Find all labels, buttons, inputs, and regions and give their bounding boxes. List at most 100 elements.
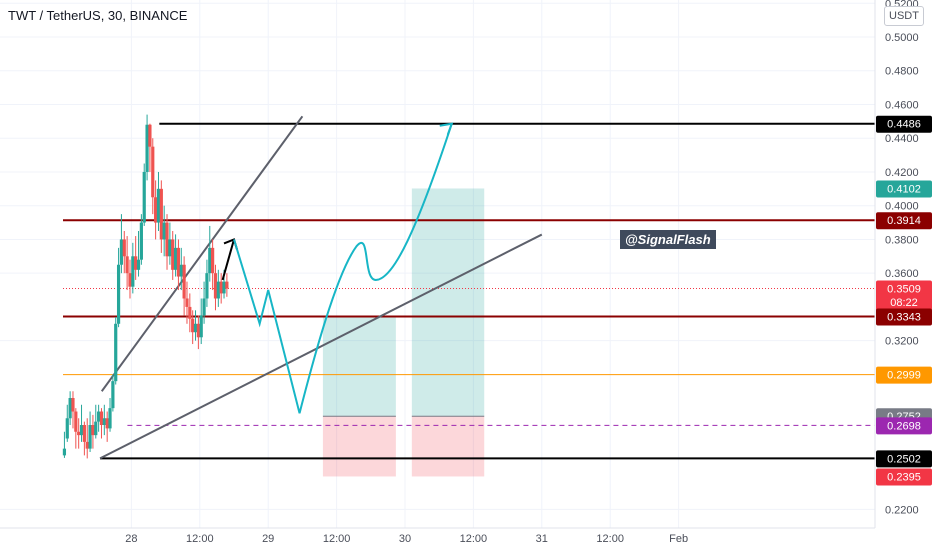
price-badge-label: 0.2502 <box>887 453 921 465</box>
candle-body <box>171 239 175 270</box>
price-tick-label: 0.5000 <box>885 32 919 44</box>
candle-body <box>165 222 169 257</box>
candle-body <box>188 306 192 319</box>
candle-body <box>185 298 189 307</box>
candle-body <box>114 323 118 382</box>
candle-body <box>131 256 135 287</box>
candle-body <box>88 425 92 449</box>
price-badge <box>876 417 932 435</box>
price-badge-label: 08:22 <box>890 297 918 309</box>
candle-body <box>108 408 112 429</box>
time-tick-label: 31 <box>536 533 548 545</box>
price-badge <box>876 450 932 468</box>
candle-body <box>82 425 86 442</box>
candle-body <box>71 398 75 412</box>
price-badge <box>876 366 932 384</box>
time-tick-label: 12:00 <box>596 533 624 545</box>
position-zones <box>322 188 485 477</box>
candle-body <box>102 418 106 426</box>
price-tick-label: 0.3600 <box>885 268 919 280</box>
target-zone <box>411 188 485 417</box>
candle-body <box>159 188 163 240</box>
candle-body <box>74 411 78 432</box>
candle-body <box>119 239 124 265</box>
projection-path-line <box>233 123 453 414</box>
candle-body <box>139 222 143 260</box>
horizontal-levels <box>63 122 875 460</box>
candle-body <box>125 256 129 274</box>
candle-body <box>136 259 141 270</box>
price-tick-label: 0.2200 <box>885 504 919 516</box>
price-tick-label: 0.4400 <box>885 133 919 145</box>
candle-body <box>154 197 158 223</box>
price-tick-label: 0.3800 <box>885 234 919 246</box>
candle-body <box>94 421 98 436</box>
trendline <box>99 233 543 460</box>
candle-body <box>219 281 223 294</box>
price-tick-label: 0.3200 <box>885 336 919 348</box>
candlestick-series <box>62 114 229 459</box>
candle-body <box>162 222 166 240</box>
price-tick-label: 0.4800 <box>885 66 919 78</box>
candle-body <box>196 323 200 338</box>
currency-button[interactable]: USDT <box>884 6 924 26</box>
candle-body <box>116 264 121 324</box>
stop-zone <box>411 416 485 477</box>
time-tick-label: 29 <box>262 533 274 545</box>
candle-body <box>202 298 206 316</box>
price-badge-label: 0.2999 <box>887 370 921 382</box>
price-tick-label: 0.5200 <box>885 0 919 10</box>
price-badge <box>876 180 932 198</box>
candle-body <box>97 411 101 422</box>
candle-body <box>85 441 89 449</box>
candle-body <box>148 124 152 147</box>
candle-body <box>225 281 229 289</box>
candle-body <box>193 323 198 333</box>
price-badge-label: 0.2395 <box>887 471 921 483</box>
trendlines <box>99 115 543 460</box>
candle-body <box>168 239 172 257</box>
candle-body <box>145 124 149 172</box>
candle-body <box>68 398 72 419</box>
price-badge-label: 0.3914 <box>887 215 921 227</box>
price-badge <box>876 280 932 298</box>
candle-body <box>179 264 183 277</box>
candle-body <box>182 264 186 299</box>
candle-body <box>128 273 132 287</box>
time-tick-label: 12:00 <box>323 533 351 545</box>
time-tick-label: 28 <box>125 533 137 545</box>
price-badge <box>876 308 932 326</box>
candle-body <box>134 256 138 270</box>
watermark-label: @SignalFlash <box>620 230 716 249</box>
time-axis[interactable]: 28 12:00 29 12:00 30 12:00 31 12:00 Feb <box>125 533 688 545</box>
price-tick-label: 0.4000 <box>885 201 919 213</box>
candle-body <box>99 411 104 426</box>
candle-body <box>173 247 178 270</box>
price-axis[interactable]: 0.5200 0.5000 0.4800 0.4600 0.4400 0.4200 0.40… <box>885 0 919 516</box>
time-tick-label: 30 <box>399 533 411 545</box>
candle-body <box>216 281 220 299</box>
candle-body <box>122 239 126 257</box>
candle-body <box>205 273 209 299</box>
candle-body <box>199 315 203 338</box>
candle-body <box>156 188 161 223</box>
price-badge-label: 0.4102 <box>887 183 921 195</box>
candle-body <box>211 247 215 274</box>
price-badge <box>876 115 932 133</box>
arrow-up-line <box>221 239 235 281</box>
price-badge <box>876 212 932 230</box>
target-zone <box>322 316 396 417</box>
candle-body <box>176 247 181 277</box>
price-tick-label: 0.4600 <box>885 99 919 111</box>
time-tick-label: Feb <box>669 533 688 545</box>
candle-body <box>105 418 109 429</box>
price-tick-label: 0.4200 <box>885 167 919 179</box>
price-badge-label: 0.4486 <box>887 119 921 131</box>
candle-body <box>91 425 95 436</box>
chart-grid <box>0 0 875 528</box>
candle-body <box>65 418 69 439</box>
candle-body <box>142 171 146 223</box>
candle-body <box>77 431 81 436</box>
